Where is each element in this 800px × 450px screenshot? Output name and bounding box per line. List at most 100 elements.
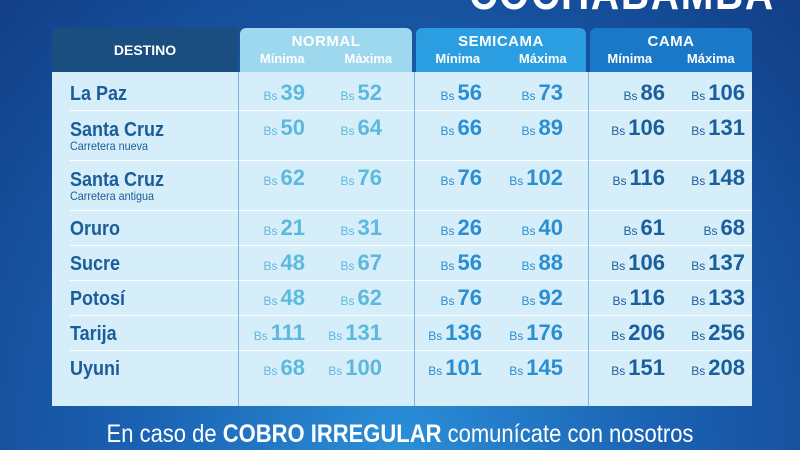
currency-label: Bs: [521, 224, 536, 238]
price-cell: Bs 106: [611, 115, 665, 141]
table-row: Sucre Bs 48 Bs 67 Bs 56 Bs 88 Bs 106 Bs 137: [52, 246, 752, 281]
destination-name: Oruro: [52, 219, 219, 239]
price-cell: Bs 62: [341, 285, 383, 311]
price-value: 88: [538, 250, 563, 275]
currency-label: Bs: [612, 174, 627, 188]
price-cell: Bs 89: [522, 115, 564, 141]
destination-label: Sucre: [70, 252, 121, 275]
price-cell: Bs 92: [522, 285, 564, 311]
currency-label: Bs: [340, 259, 355, 273]
currency-label: Bs: [340, 89, 355, 103]
destination-name: Tarija: [52, 324, 219, 344]
price-value: 137: [708, 250, 745, 275]
currency-label: Bs: [611, 329, 626, 343]
price-cell: Bs 111: [254, 320, 305, 346]
price-cell: Bs 116: [612, 165, 665, 191]
currency-label: Bs: [611, 124, 626, 138]
price-value: 56: [457, 250, 482, 275]
price-value: 50: [280, 115, 305, 140]
group-label: SEMICAMA: [458, 33, 544, 50]
min-label: Mínima: [607, 51, 653, 66]
group-label: NORMAL: [291, 33, 361, 50]
price-value: 151: [628, 355, 665, 380]
destination-name: Santa Cruz Carretera nueva: [52, 120, 219, 153]
fare-table: DESTINO NORMAL Mínima Máxima SEMICAMA Mín…: [52, 28, 752, 406]
price-cell: Bs 102: [509, 165, 563, 191]
price-cell: Bs 48: [264, 250, 306, 276]
currency-label: Bs: [263, 89, 278, 103]
currency-label: Bs: [440, 174, 455, 188]
currency-label: Bs: [691, 124, 706, 138]
price-cell: Bs 67: [341, 250, 383, 276]
price-cell: Bs 148: [691, 165, 745, 191]
destination-label: Santa Cruz: [70, 118, 165, 141]
price-value: 76: [357, 165, 382, 190]
currency-label: Bs: [440, 124, 455, 138]
table-row: Oruro Bs 21 Bs 31 Bs 26 Bs 40 Bs 61 Bs 68: [52, 211, 752, 246]
currency-label: Bs: [521, 294, 536, 308]
max-label: Máxima: [344, 51, 393, 66]
price-value: 64: [357, 115, 382, 140]
table-row: Uyuni Bs 68 Bs 100 Bs 101 Bs 145 Bs 151 Bs 208: [52, 351, 752, 386]
divider: [588, 72, 589, 406]
price-value: 256: [708, 320, 745, 345]
destination-name: Santa Cruz Carretera antigua: [52, 170, 219, 203]
price-cell: Bs 131: [328, 320, 382, 346]
price-value: 61: [640, 215, 665, 240]
price-cell: Bs 101: [428, 355, 482, 381]
currency-label: Bs: [691, 294, 706, 308]
price-cell: Bs 62: [264, 165, 306, 191]
price-value: 67: [357, 250, 382, 275]
header-destino: DESTINO: [52, 28, 238, 72]
currency-label: Bs: [703, 224, 718, 238]
table-row: La Paz Bs 39 Bs 52 Bs 56 Bs 73 Bs 86 Bs 106: [52, 76, 752, 111]
currency-label: Bs: [340, 294, 355, 308]
table-body: La Paz Bs 39 Bs 52 Bs 56 Bs 73 Bs 86 Bs 106 Santa Cru…: [52, 72, 752, 406]
divider: [414, 72, 415, 406]
footer-pre: En caso de: [106, 420, 223, 448]
currency-label: Bs: [428, 364, 443, 378]
price-value: 76: [457, 165, 482, 190]
price-value: 111: [270, 320, 305, 345]
currency-label: Bs: [328, 329, 343, 343]
price-value: 145: [526, 355, 563, 380]
price-cell: Bs 40: [522, 215, 564, 241]
header-semicama: SEMICAMA Mínima Máxima: [416, 28, 586, 72]
currency-label: Bs: [340, 124, 355, 138]
price-value: 68: [280, 355, 305, 380]
currency-label: Bs: [440, 259, 455, 273]
currency-label: Bs: [623, 224, 638, 238]
table-row: Santa Cruz Carretera antigua Bs 62 Bs 76 Bs 76 B…: [52, 161, 752, 211]
price-cell: Bs 64: [341, 115, 383, 141]
footer-bold: COBRO IRREGULAR: [222, 420, 442, 448]
price-cell: Bs 88: [522, 250, 564, 276]
destination-label: Oruro: [70, 217, 121, 240]
header-cama: CAMA Mínima Máxima: [590, 28, 752, 72]
page-title: COCHABAMBA: [469, 0, 775, 16]
group-label: CAMA: [647, 33, 695, 50]
max-label: Máxima: [686, 51, 735, 66]
price-value: 21: [280, 215, 305, 240]
price-value: 76: [457, 285, 482, 310]
price-value: 133: [708, 285, 745, 310]
route-note: Carretera nueva: [70, 138, 149, 153]
currency-label: Bs: [521, 124, 536, 138]
price-cell: Bs 137: [691, 250, 745, 276]
price-cell: Bs 26: [441, 215, 483, 241]
price-value: 106: [708, 80, 745, 105]
price-value: 48: [280, 250, 305, 275]
footer-post: comunícate con nosotros: [441, 420, 694, 448]
price-cell: Bs 21: [264, 215, 306, 241]
price-cell: Bs 76: [441, 165, 483, 191]
footer-message: En caso de COBRO IRREGULAR comunícate co…: [48, 420, 752, 449]
currency-label: Bs: [611, 259, 626, 273]
price-value: 106: [628, 250, 665, 275]
price-cell: Bs 131: [691, 115, 745, 141]
price-value: 62: [357, 285, 382, 310]
price-value: 31: [357, 215, 382, 240]
price-value: 116: [629, 285, 666, 310]
price-value: 89: [538, 115, 563, 140]
price-cell: Bs 68: [264, 355, 306, 381]
currency-label: Bs: [440, 224, 455, 238]
currency-label: Bs: [612, 294, 627, 308]
